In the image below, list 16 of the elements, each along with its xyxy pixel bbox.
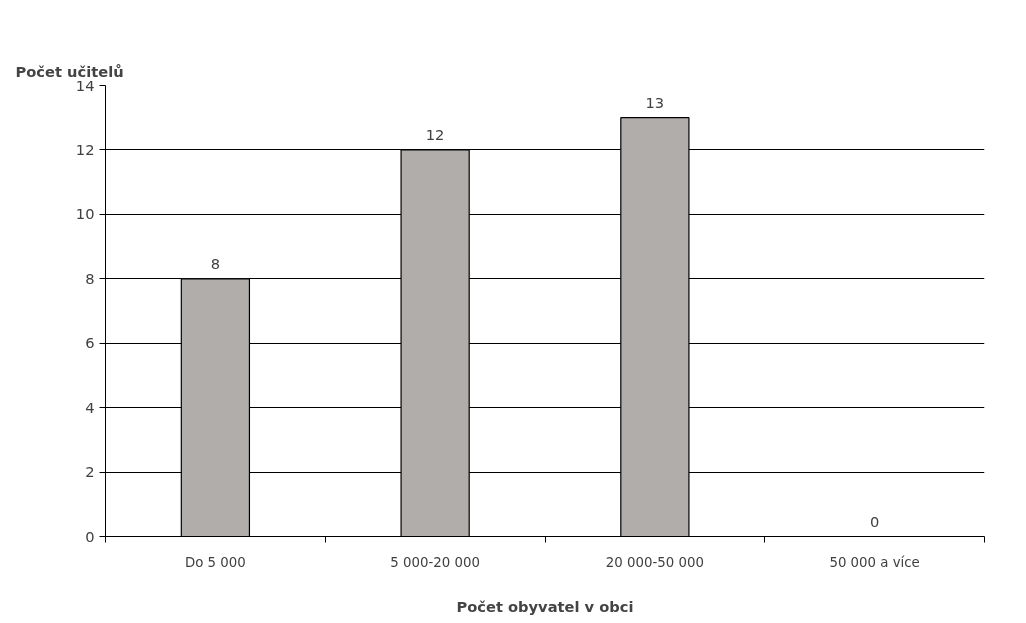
data-label: 13 [645, 93, 665, 111]
data-label: 8 [210, 254, 221, 272]
x-tick-label: Do 5 000 [184, 554, 246, 570]
x-tick-label: 50 000 a více [829, 554, 920, 570]
y-tick-label: 6 [85, 334, 95, 352]
y-tick-label: 2 [85, 463, 95, 481]
y-tick-label: 4 [85, 398, 95, 416]
y-tick-label: 10 [75, 205, 95, 223]
x-tick-label: 5 000-20 000 [390, 554, 480, 570]
data-label: 0 [869, 512, 880, 530]
y-tick-label: 12 [75, 140, 95, 158]
y-tick-label: 8 [85, 269, 95, 287]
x-axis-title: Počet obyvatel v obci [456, 597, 634, 615]
data-label: 12 [425, 125, 445, 143]
x-tick-label: 20 000-50 000 [605, 554, 704, 570]
y-tick-label: 0 [85, 527, 95, 545]
